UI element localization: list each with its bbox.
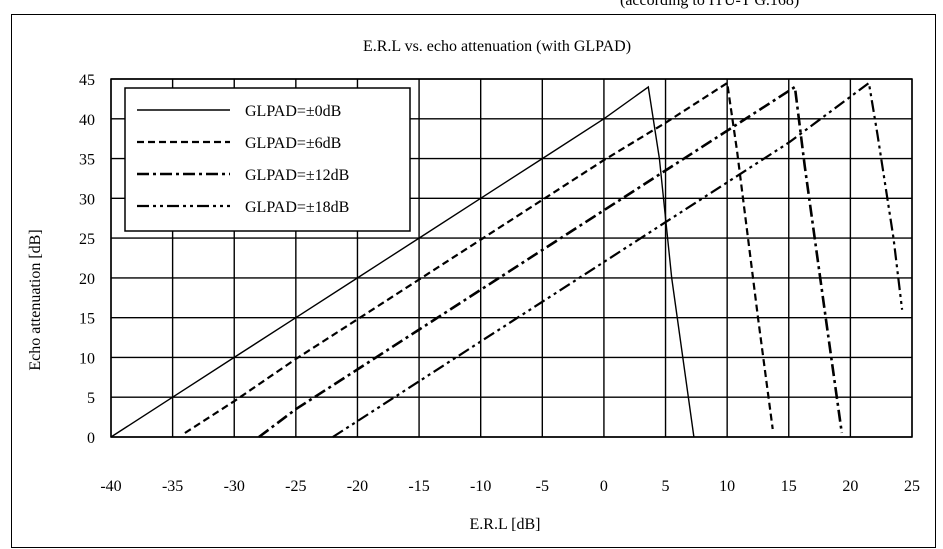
x-tick-label: 0: [600, 478, 608, 495]
chart-frame: [11, 14, 936, 548]
y-axis-label: Echo attenuation [dB]: [27, 229, 44, 370]
x-axis-label: E.R.L [dB]: [470, 516, 541, 533]
legend-label: GLPAD=±18dB: [245, 199, 349, 216]
y-tick-label: 15: [79, 311, 95, 328]
series-line-3: [258, 84, 844, 439]
y-tick-label: 40: [79, 112, 95, 129]
series-line-2: [184, 81, 774, 434]
y-tick-label: 45: [79, 72, 95, 89]
x-tick-label: -10: [470, 478, 491, 495]
series-layer: [110, 81, 904, 439]
x-tick-labels: -40 -35 -30 -25 -20 -15 -10 -5 0 5 10 15 20 25: [100, 478, 920, 495]
x-tick-label: -30: [224, 478, 245, 495]
legend-box: [124, 87, 411, 232]
x-tick-label: -15: [408, 478, 429, 495]
series-line-1: [110, 85, 695, 438]
legend-label: GLPAD=±6dB: [245, 135, 341, 152]
x-tick-label: -40: [100, 478, 121, 495]
y-tick-label: 0: [87, 430, 95, 447]
x-tick-label: 10: [719, 478, 735, 495]
y-tick-label: 5: [87, 390, 95, 407]
x-tick-label: 5: [662, 478, 670, 495]
x-tick-label: -25: [285, 478, 306, 495]
chart-title: E.R.L vs. echo attenuation (with GLPAD): [363, 38, 631, 55]
x-tick-label: 25: [904, 478, 920, 495]
y-tick-label: 20: [79, 271, 95, 288]
x-tick-label: -35: [162, 478, 183, 495]
series-line-4: [332, 81, 904, 438]
x-tick-label: 15: [781, 478, 797, 495]
y-tick-label: 35: [79, 152, 95, 169]
y-tick-labels: 0 5 10 15 20 25 30 35 40 45: [79, 72, 95, 447]
legend: GLPAD=±0dB GLPAD=±6dB GLPAD=±12dB GLPAD=±18…: [124, 87, 411, 232]
plot-border: [110, 78, 913, 438]
x-tick-label: -20: [347, 478, 368, 495]
y-tick-label: 25: [79, 231, 95, 248]
y-tick-label: 10: [79, 350, 95, 367]
top-cutoff-text: (according to ITU-T G.168): [620, 0, 800, 9]
x-tick-label: -5: [536, 478, 549, 495]
y-tick-label: 30: [79, 191, 95, 208]
legend-label: GLPAD=±0dB: [245, 103, 341, 120]
legend-label: GLPAD=±12dB: [245, 167, 349, 184]
x-tick-label: 20: [842, 478, 858, 495]
